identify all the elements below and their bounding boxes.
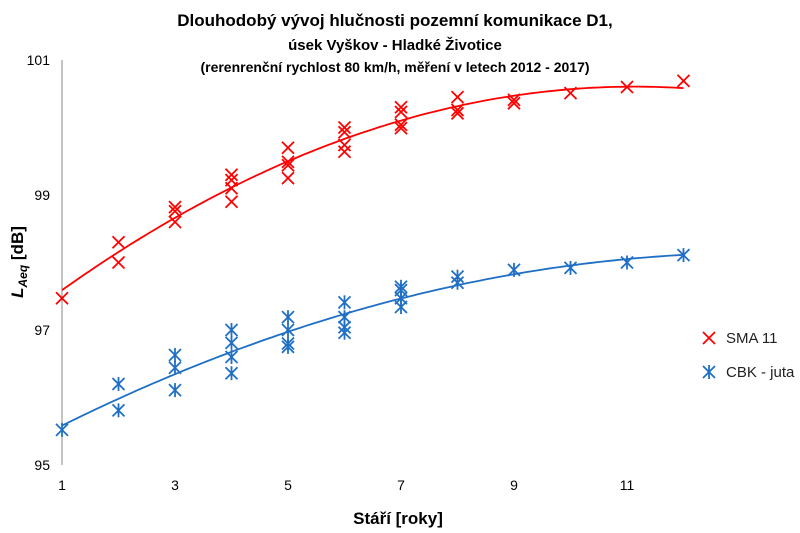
data-point [224, 181, 239, 195]
data-point [394, 118, 408, 132]
data-point [676, 74, 691, 88]
data-point [507, 262, 521, 277]
data-point [224, 323, 239, 337]
data-point [111, 377, 126, 391]
chart-subtitle: úsek Vyškov - Hladké Životice [288, 36, 502, 54]
trendline-sma [61, 85, 684, 291]
data-point [224, 168, 239, 182]
data-point [281, 141, 295, 155]
data-point [281, 158, 295, 172]
legend-marker [702, 331, 716, 345]
data-point [507, 93, 521, 107]
data-point [224, 350, 239, 364]
data-point [55, 291, 69, 305]
data-point [224, 335, 239, 350]
data-point [224, 195, 239, 209]
data-point [563, 86, 578, 100]
x-tick-label: 11 [620, 477, 635, 493]
data-point [337, 138, 352, 152]
data-point [563, 260, 578, 275]
data-point [337, 325, 352, 340]
data-point [507, 96, 521, 110]
y-axis-label: LAeq [dB] [8, 226, 30, 298]
legend-label: SMA 11 [726, 330, 777, 347]
data-point [450, 275, 465, 290]
chart-subtitle-2: (rerenrenční rychlost 80 km/h, měření v … [200, 59, 589, 75]
legend-marker [702, 365, 716, 379]
data-point [168, 347, 182, 362]
data-point [111, 403, 126, 418]
data-point [337, 120, 352, 135]
data-point [394, 105, 408, 119]
data-point [111, 255, 126, 270]
x-axis-label: Stáří [roky] [353, 509, 443, 528]
data-point [676, 248, 691, 263]
data-point [111, 235, 126, 249]
data-point [281, 323, 295, 337]
data-point [337, 125, 352, 139]
y-tick-label: 97 [34, 322, 50, 338]
x-tick-label: 7 [397, 477, 405, 493]
data-point [55, 422, 69, 437]
data-point [224, 366, 239, 381]
data-point [168, 215, 182, 229]
y-tick-label: 95 [34, 457, 50, 473]
x-tick-label: 1 [58, 477, 66, 493]
chart-title: Dlouhodobý vývoj hlučnosti pozemní komun… [177, 11, 612, 30]
y-label-main: L [8, 288, 27, 298]
data-point [281, 171, 295, 185]
trendline-cbk [61, 254, 684, 427]
x-tick-label: 3 [171, 477, 179, 493]
data-point [620, 255, 634, 270]
data-point [450, 106, 465, 120]
data-point [168, 383, 182, 398]
data-point [394, 100, 408, 114]
y-label-unit: [dB] [8, 226, 27, 265]
data-point [394, 121, 408, 135]
data-point [168, 204, 182, 218]
data-point [168, 360, 182, 375]
y-tick-label: 101 [27, 52, 51, 68]
x-tick-label: 5 [284, 477, 292, 493]
data-point [281, 155, 295, 169]
data-point [620, 80, 634, 94]
data-point [337, 295, 352, 310]
data-point [450, 90, 465, 104]
legend-label: CBK - juta [726, 364, 795, 381]
data-point [394, 300, 408, 315]
y-label-sub: Aeq [16, 264, 30, 288]
data-point [450, 103, 465, 117]
y-tick-label: 99 [34, 187, 50, 203]
data-point [281, 310, 295, 325]
data-point [337, 145, 352, 159]
data-point [281, 339, 295, 354]
data-point [168, 200, 182, 214]
x-tick-label: 9 [510, 477, 518, 493]
